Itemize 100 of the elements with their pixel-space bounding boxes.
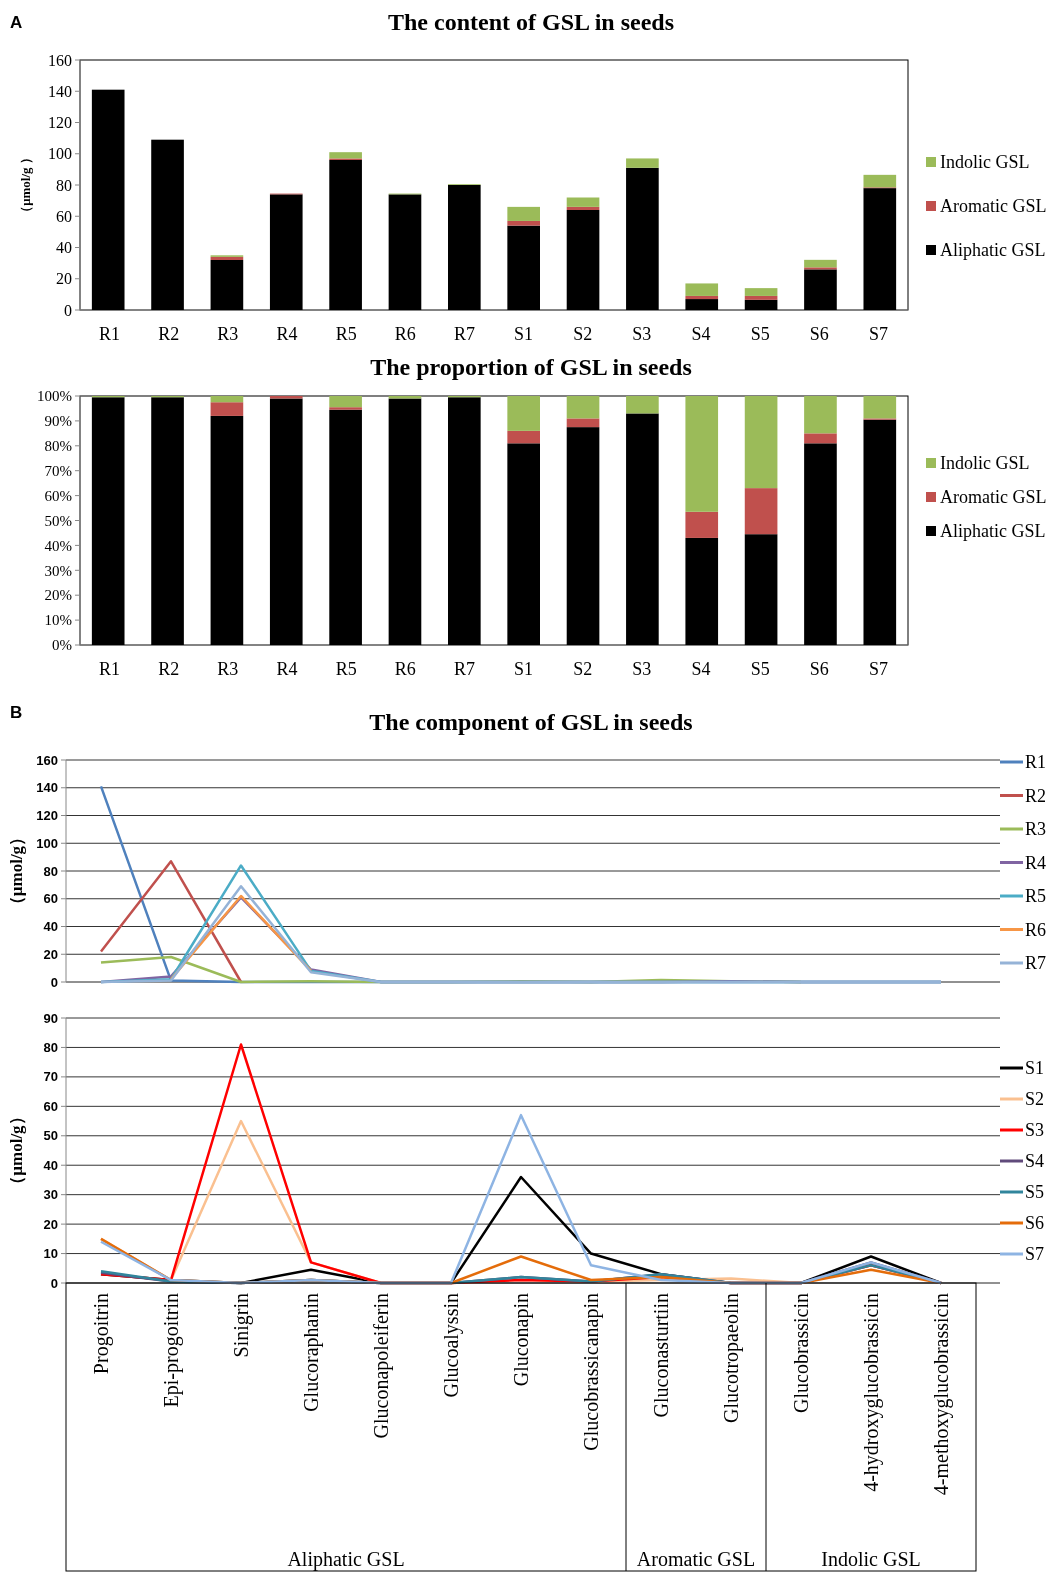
y-tick-label: 70% — [44, 462, 72, 479]
x-tick-label: R7 — [453, 659, 475, 679]
y-tick-label: 30% — [44, 562, 72, 579]
y-axis-title: （μmol/g ） — [18, 151, 33, 219]
legend-label: S1 — [1025, 1058, 1045, 1079]
text: B — [10, 703, 23, 722]
y-tick-label: 20% — [44, 587, 72, 604]
x-tick-label: R1 — [99, 324, 121, 344]
x-tick-label: R5 — [335, 659, 357, 679]
x-tick-label: Glucoalyssin — [440, 1293, 463, 1398]
legend-label: R7 — [1025, 953, 1047, 974]
x-tick-label: R1 — [99, 659, 121, 679]
y-tick-label: 80 — [43, 863, 58, 879]
y-tick-label: 50 — [43, 1128, 58, 1144]
x-tick-label: R2 — [158, 324, 180, 344]
legend-label: R5 — [1025, 886, 1047, 907]
y-tick-label: 0 — [50, 1275, 58, 1291]
y-axis-title: （μmol/g） — [7, 828, 26, 914]
y-tick-label: 100 — [48, 145, 72, 163]
legend-label: R6 — [1025, 919, 1047, 940]
y-tick-label: 40 — [43, 919, 58, 935]
y-tick-label: 20 — [56, 270, 72, 288]
x-tick-label: S5 — [750, 324, 770, 344]
x-tick-label: S2 — [573, 324, 593, 344]
legend-label: R4 — [1025, 852, 1047, 873]
text: Aromatic GSL — [636, 1548, 756, 1570]
x-tick-label: R6 — [394, 659, 416, 679]
legend-label: S7 — [1025, 1244, 1045, 1265]
x-tick-label: S4 — [691, 659, 711, 679]
y-tick-label: 60 — [43, 891, 58, 907]
x-tick-label: S3 — [632, 324, 652, 344]
chart-title: The component of GSL in seeds — [369, 709, 693, 735]
x-tick-label: Glucobrassicin — [790, 1293, 812, 1413]
legend-label: Indolic GSL — [940, 152, 1030, 173]
x-tick-label: R5 — [335, 324, 357, 344]
x-tick-label: Progoitrin — [90, 1293, 113, 1375]
y-tick-label: 70 — [43, 1069, 58, 1085]
x-tick-label: Gluconasturtiin — [650, 1293, 672, 1418]
y-tick-label: 80% — [44, 438, 72, 455]
x-tick-label: R2 — [158, 659, 180, 679]
text: Aliphatic GSL — [287, 1548, 405, 1571]
x-tick-label: S2 — [573, 659, 593, 679]
y-tick-label: 40% — [44, 537, 72, 554]
y-tick-label: 80 — [56, 176, 72, 194]
x-tick-label: Sinigrin — [230, 1293, 253, 1358]
x-tick-label: Glucobrassicanapin — [580, 1293, 603, 1451]
x-tick-label: Glucotropaeolin — [720, 1293, 743, 1423]
y-tick-label: 160 — [48, 51, 72, 69]
legend-label: R2 — [1025, 785, 1047, 806]
x-tick-label: S6 — [809, 324, 829, 344]
y-tick-label: 0 — [64, 301, 72, 319]
x-tick-label: R3 — [217, 659, 239, 679]
y-tick-label: 90 — [43, 1010, 58, 1026]
legend-label: Indolic GSL — [940, 453, 1030, 474]
y-tick-label: 60% — [44, 487, 72, 504]
x-tick-label: S4 — [691, 324, 711, 344]
x-tick-label: S7 — [868, 324, 888, 344]
x-tick-label: 4-methoxyglucobrassicin — [930, 1293, 953, 1496]
x-tick-label: R3 — [217, 324, 239, 344]
y-tick-label: 30 — [43, 1187, 58, 1203]
chart-title: The proportion of GSL in seeds — [370, 354, 692, 380]
x-tick-label: S5 — [750, 659, 770, 679]
y-axis-title: （μmol/g） — [7, 1108, 26, 1193]
y-tick-label: 0 — [50, 974, 58, 990]
y-tick-label: 50% — [44, 512, 72, 529]
y-tick-label: 90% — [44, 413, 72, 430]
x-tick-label: S3 — [632, 659, 652, 679]
legend-label: S5 — [1025, 1182, 1045, 1203]
legend-label: Aliphatic GSL — [940, 240, 1046, 261]
y-tick-label: 80 — [43, 1039, 58, 1055]
legend-label: Aliphatic GSL — [940, 521, 1046, 542]
x-tick-label: S6 — [809, 659, 829, 679]
y-tick-label: 60 — [56, 207, 72, 225]
legend-label: Aromatic GSL — [940, 196, 1047, 217]
y-tick-label: 10 — [43, 1246, 58, 1262]
text: Indolic GSL — [821, 1548, 921, 1570]
y-tick-label: 20 — [43, 1216, 58, 1232]
x-tick-label: Gluconapoleiferin — [370, 1293, 393, 1439]
legend-label: S3 — [1025, 1120, 1045, 1141]
legend-label: S2 — [1025, 1089, 1045, 1110]
x-tick-label: R6 — [394, 324, 416, 344]
y-tick-label: 10% — [44, 612, 72, 629]
legend-label: R1 — [1025, 752, 1047, 773]
x-tick-label: S7 — [868, 659, 888, 679]
x-tick-label: Glucoraphanin — [300, 1293, 323, 1412]
y-tick-label: 40 — [43, 1157, 58, 1173]
legend-label: S6 — [1025, 1213, 1045, 1234]
legend-label: Aromatic GSL — [940, 487, 1047, 508]
y-tick-label: 140 — [36, 780, 58, 796]
y-tick-label: 40 — [56, 239, 72, 257]
x-tick-label: S1 — [514, 324, 534, 344]
x-tick-label: R4 — [276, 324, 298, 344]
legend-label: R3 — [1025, 819, 1047, 840]
text: A — [10, 13, 23, 32]
y-tick-label: 140 — [48, 82, 72, 100]
y-tick-label: 160 — [36, 752, 58, 768]
x-tick-label: 4-hydroxyglucobrassicin — [860, 1293, 883, 1492]
y-tick-label: 100 — [36, 835, 58, 851]
x-tick-label: Epi-progoitrin — [160, 1293, 183, 1408]
x-tick-label: R4 — [276, 659, 298, 679]
